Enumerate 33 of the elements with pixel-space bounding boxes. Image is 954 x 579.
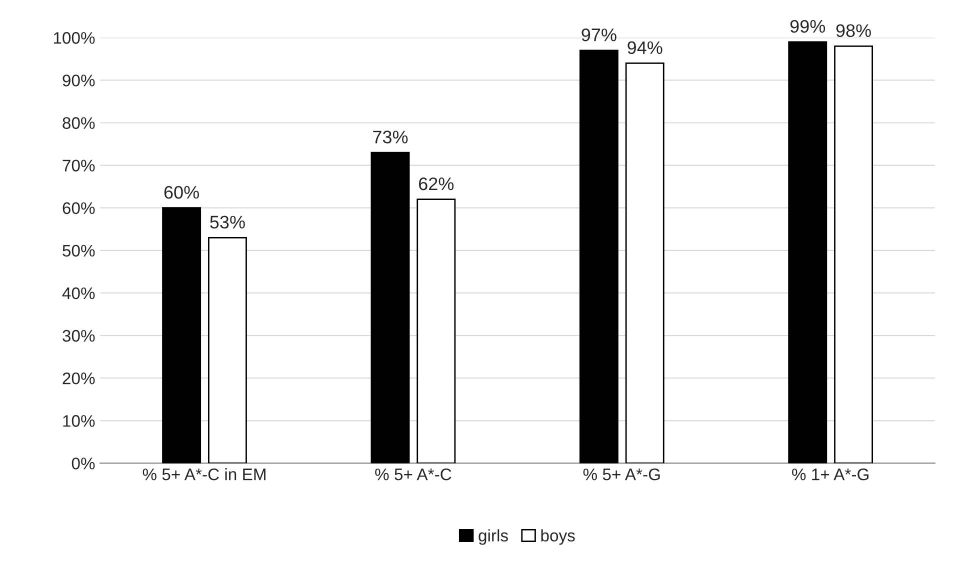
- x-tick-label: % 5+ A*-G: [583, 468, 660, 480]
- y-tick-label: 0%: [72, 458, 95, 470]
- bar: [208, 236, 247, 464]
- x-tick-label: % 5+ A*-C: [375, 468, 452, 480]
- y-tick-label: 50%: [62, 244, 95, 257]
- y-tick-label: 30%: [62, 330, 95, 342]
- legend-label: boys: [541, 529, 575, 545]
- y-tick-label: 40%: [62, 287, 95, 300]
- bar: [579, 50, 618, 464]
- bar: [370, 152, 410, 464]
- data-label: 53%: [210, 216, 245, 229]
- data-label: 60%: [164, 186, 199, 199]
- y-tick-label: 100%: [54, 32, 95, 44]
- y-tick-label: 20%: [62, 372, 95, 384]
- legend-label: girls: [478, 529, 508, 545]
- data-label: 94%: [628, 41, 662, 54]
- y-tick-label: 80%: [62, 117, 95, 129]
- bar: [625, 62, 664, 464]
- y-tick-label: 70%: [62, 160, 95, 172]
- data-label: 98%: [836, 24, 871, 38]
- bar: [834, 45, 874, 464]
- data-label: 73%: [373, 130, 408, 144]
- y-tick-label: 10%: [63, 415, 95, 427]
- data-label: 97%: [582, 28, 616, 42]
- bar: [788, 41, 828, 464]
- y-tick-label: 90%: [62, 74, 95, 86]
- x-tick-label: % 1+ A*-G: [792, 468, 868, 480]
- bar: [416, 198, 456, 464]
- y-tick-label: 60%: [62, 202, 95, 214]
- x-tick-label: % 5+ A*-C in EM: [142, 468, 266, 480]
- bar: [162, 207, 202, 464]
- data-label: 62%: [419, 177, 454, 190]
- data-label: 99%: [790, 20, 826, 33]
